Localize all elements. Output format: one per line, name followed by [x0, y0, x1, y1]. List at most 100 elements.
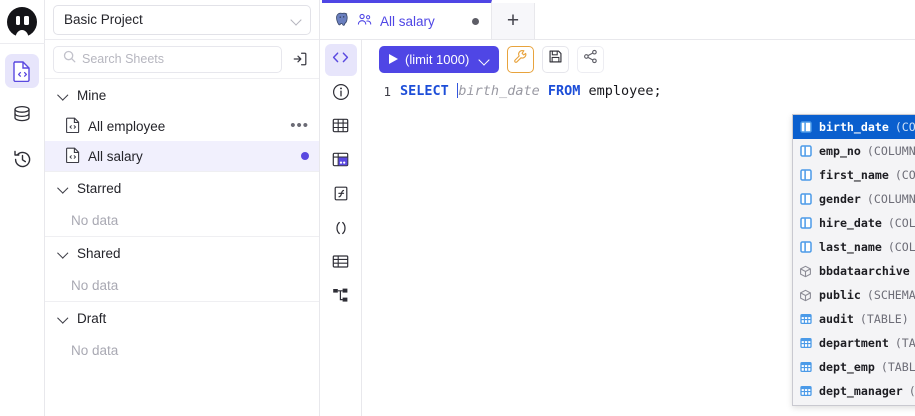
rail-tool-code[interactable] — [324, 44, 357, 76]
tab-all-salary[interactable]: All salary — [322, 0, 492, 39]
section-title: Shared — [77, 245, 121, 261]
rail-tool-grid[interactable] — [325, 248, 357, 280]
autocomplete-item[interactable]: emp_no (COLUMN) public.employee | intege… — [793, 139, 915, 163]
autocomplete-item[interactable]: department (TABLE) — [793, 331, 915, 355]
sidebar-item-all-salary[interactable]: All salary — [45, 141, 319, 171]
rail-item-databases[interactable] — [5, 98, 39, 132]
run-limit-label: (limit 1000) — [405, 51, 470, 67]
code-line-1: 1 SELECT birth_date FROM employee; — [362, 82, 915, 101]
share-nodes-icon — [583, 49, 598, 69]
tab-label: All salary — [380, 13, 435, 29]
autocomplete-item[interactable]: dept_manager (TABLE) — [793, 379, 915, 403]
save-button[interactable] — [542, 45, 570, 73]
project-selector[interactable]: Basic Project — [53, 4, 311, 35]
sheets-sidebar: Basic Project — [45, 0, 320, 416]
rail-tool-schema-graph[interactable] — [325, 282, 357, 314]
collapse-panel-icon[interactable] — [289, 48, 311, 70]
autocomplete-name: hire_date — [819, 216, 882, 230]
autocomplete-item[interactable]: last_name (COLUMN) public.employee | tex… — [793, 235, 915, 259]
schema-icon — [798, 289, 813, 302]
section-header-mine[interactable]: Mine — [45, 79, 319, 111]
autocomplete-name: dept_emp — [819, 360, 875, 374]
schema-icon — [798, 265, 813, 278]
section-header-starred[interactable]: Starred — [45, 172, 319, 204]
rail-item-history[interactable] — [5, 142, 39, 176]
sql-table-name: employee; — [588, 83, 662, 99]
info-icon — [332, 83, 350, 106]
search-sheets-box[interactable] — [53, 45, 282, 73]
autocomplete-item[interactable]: dept_emp (TABLE) — [793, 355, 915, 379]
sidebar-item-all-employee[interactable]: All employee ••• — [45, 111, 319, 141]
autocomplete-kind: (COLUMN) — [894, 120, 915, 134]
sidebar-section-starred: Starred No data — [45, 171, 319, 236]
postgresql-elephant-icon — [335, 12, 350, 30]
autocomplete-popup[interactable]: birth_date (COLUMN) public.employee | da… — [792, 114, 915, 406]
save-disk-icon — [548, 49, 563, 69]
column-icon — [798, 145, 813, 157]
sidebar-section-mine: Mine All employee ••• — [45, 78, 319, 171]
autocomplete-item[interactable]: first_name (COLUMN) public.employee | te… — [793, 163, 915, 187]
section-title: Draft — [77, 310, 107, 326]
autocomplete-item[interactable]: birth_date (COLUMN) public.employee | da… — [793, 115, 915, 139]
rail-tool-table[interactable] — [325, 112, 357, 144]
autocomplete-name: bbdataarchive — [819, 264, 910, 278]
autocomplete-name: last_name — [819, 240, 882, 254]
rail-tool-function[interactable] — [325, 180, 357, 212]
sidebar-section-draft: Draft No data — [45, 301, 319, 366]
share-button[interactable] — [577, 45, 605, 73]
chevron-down-icon — [291, 14, 302, 25]
schema-graph-icon — [332, 287, 349, 309]
autocomplete-item[interactable]: hire_date (COLUMN) public.employee | dat… — [793, 211, 915, 235]
empty-state-draft: No data — [71, 342, 119, 358]
sheet-name: All employee — [88, 118, 166, 134]
rail-tool-info[interactable] — [325, 78, 357, 110]
column-icon — [798, 121, 813, 133]
sidebar-section-shared: Shared No data — [45, 236, 319, 301]
logo-eye-left — [15, 16, 20, 25]
autocomplete-item[interactable]: bbdataarchive (SCHEMA) — [793, 259, 915, 283]
new-tab-button[interactable]: + — [492, 3, 535, 39]
logo-eye-right — [24, 16, 29, 25]
project-selector-row: Basic Project — [45, 0, 319, 40]
chevron-down-icon — [58, 183, 68, 193]
tab-modified-dot[interactable] — [472, 17, 479, 25]
autocomplete-item[interactable]: gender (COLUMN) public.employee | text, … — [793, 187, 915, 211]
parentheses-icon — [333, 220, 349, 241]
autocomplete-kind: (COLUMN) — [866, 144, 915, 158]
function-icon — [333, 185, 349, 207]
autocomplete-name: dept_manager — [819, 384, 903, 398]
autocomplete-item[interactable]: audit (TABLE) — [793, 307, 915, 331]
rail-item-sheets[interactable] — [5, 54, 39, 88]
editor-pane: All salary + — [320, 0, 915, 416]
column-icon — [798, 193, 813, 205]
autocomplete-kind: (TABLE) — [909, 384, 915, 398]
autocomplete-name: public — [819, 288, 861, 302]
autocomplete-name: audit — [819, 312, 854, 326]
sql-keyword-from: FROM — [547, 83, 581, 99]
column-icon — [798, 169, 813, 181]
rail-tool-parentheses[interactable] — [325, 214, 357, 246]
wrench-icon — [513, 49, 528, 69]
chevron-down-icon — [58, 248, 68, 258]
chevron-down-icon[interactable] — [479, 54, 490, 65]
sql-keyword-select: SELECT — [400, 83, 449, 99]
autocomplete-kind: (TABLE) — [894, 336, 915, 350]
format-query-button[interactable] — [507, 45, 535, 73]
empty-state-shared: No data — [71, 277, 119, 293]
rail-tool-table-data[interactable] — [325, 146, 357, 178]
search-input[interactable] — [82, 52, 272, 66]
section-header-draft[interactable]: Draft — [45, 302, 319, 334]
project-name: Basic Project — [64, 12, 143, 27]
table-colored-icon — [332, 151, 349, 173]
ellipsis-menu-icon[interactable]: ••• — [290, 117, 309, 134]
section-title: Starred — [77, 180, 122, 196]
run-query-button[interactable]: (limit 1000) — [379, 45, 500, 73]
empty-state-starred: No data — [71, 212, 119, 228]
autocomplete-item[interactable]: public (SCHEMA) — [793, 283, 915, 307]
section-header-shared[interactable]: Shared — [45, 237, 319, 269]
autocomplete-kind: (COLUMN) — [887, 240, 915, 254]
code-text[interactable]: SELECT birth_date FROM employee; — [400, 82, 662, 101]
column-icon — [798, 241, 813, 253]
column-icon — [798, 217, 813, 229]
